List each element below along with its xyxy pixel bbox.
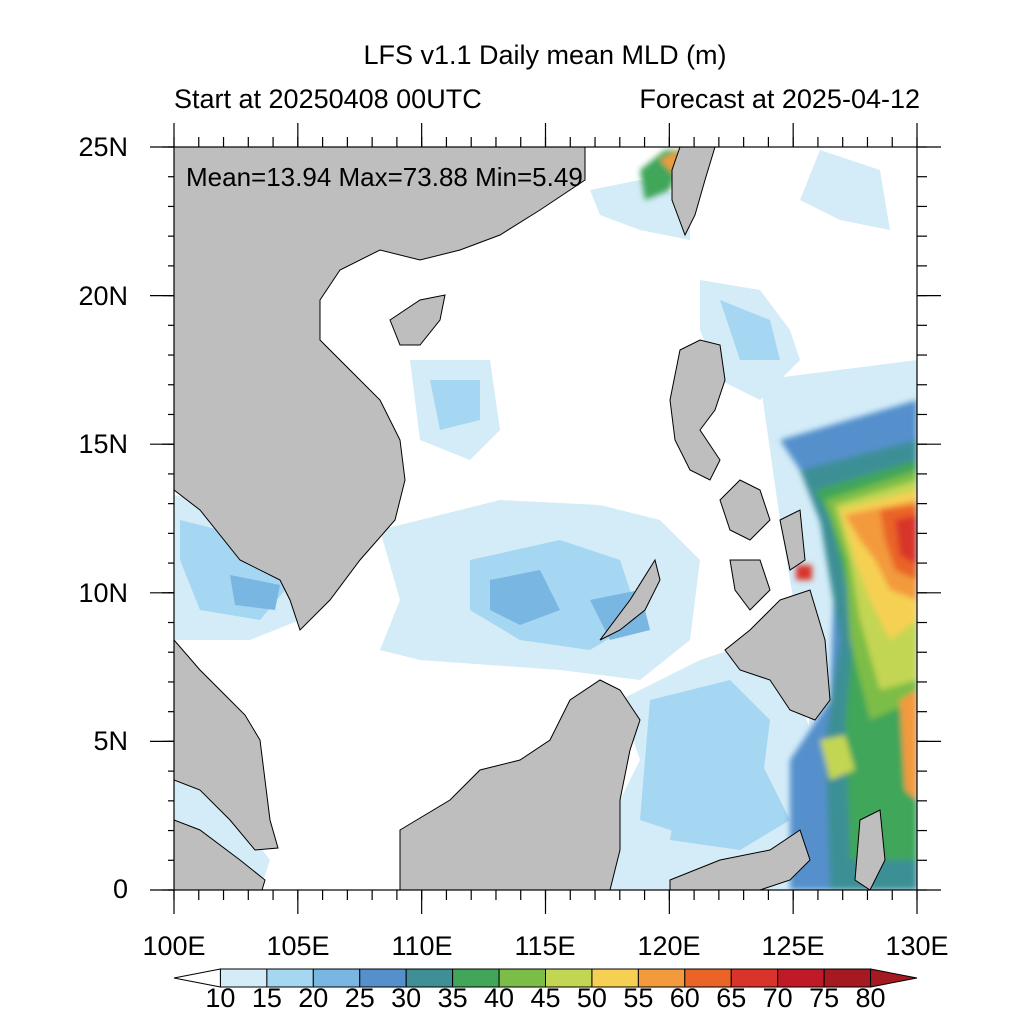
- stats-label: Mean=13.94 Max=73.88 Min=5.49: [186, 162, 583, 192]
- colorbar-label: 60: [669, 983, 700, 1013]
- colorbar-label: 15: [251, 983, 282, 1013]
- y-label-20n: 20N: [78, 281, 128, 311]
- colorbar-label: 65: [716, 983, 747, 1013]
- x-label-100e: 100E: [142, 931, 206, 961]
- colorbar-label: 40: [484, 983, 515, 1013]
- forecast-time-label: Forecast at 2025-04-12: [639, 84, 920, 114]
- y-label-25n: 25N: [78, 132, 128, 162]
- mld-field: [174, 147, 917, 890]
- x-label-120e: 120E: [637, 931, 701, 961]
- y-label-15n: 15N: [78, 429, 128, 459]
- colorbar-label: 25: [344, 983, 375, 1013]
- colorbar-label: 35: [437, 983, 468, 1013]
- colorbar-label: 30: [391, 983, 422, 1013]
- colorbar: [173, 968, 918, 988]
- x-label-115e: 115E: [514, 931, 576, 961]
- y-label-5n: 5N: [93, 726, 128, 756]
- colorbar-high-triangle: [870, 968, 918, 988]
- colorbar-label: 75: [809, 983, 840, 1013]
- colorbar-label: 70: [762, 983, 793, 1013]
- start-time-label: Start at 20250408 00UTC: [174, 84, 482, 114]
- axis-ticks: [150, 123, 941, 914]
- colorbar-label: 80: [855, 983, 886, 1013]
- x-label-105e: 105E: [266, 931, 330, 961]
- colorbar-label: 55: [623, 983, 654, 1013]
- x-label-110e: 110E: [391, 931, 453, 961]
- colorbar-label: 50: [576, 983, 607, 1013]
- colorbar-label: 45: [530, 983, 561, 1013]
- plot-title: LFS v1.1 Daily mean MLD (m): [363, 40, 727, 70]
- x-label-130e: 130E: [885, 931, 949, 961]
- y-label-0: 0: [112, 874, 128, 904]
- colorbar-label: 20: [298, 983, 329, 1013]
- y-label-10n: 10N: [78, 578, 128, 608]
- x-label-125e: 125E: [761, 931, 825, 961]
- colorbar-label: 10: [205, 983, 236, 1013]
